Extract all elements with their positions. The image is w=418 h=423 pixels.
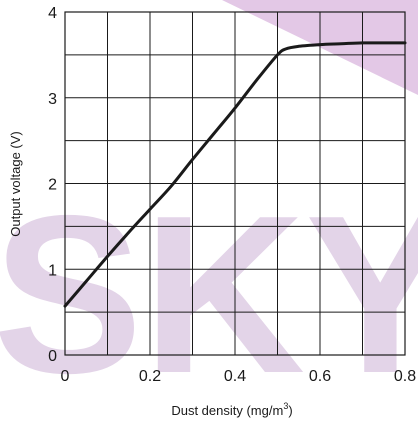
x-tick-label: 0.8 <box>394 368 416 385</box>
x-tick-label: 0.4 <box>224 368 246 385</box>
plot-frame <box>64 11 406 356</box>
y-tick-label: 0 <box>48 348 57 365</box>
x-tick-labels: 0 0.2 0.4 0.6 0.8 <box>61 368 417 385</box>
x-axis-title-main: Dust density (mg/m <box>171 403 283 418</box>
x-tick-label: 0.2 <box>139 368 161 385</box>
x-axis-title: Dust density (mg/m3) <box>171 401 292 418</box>
x-tick-label: 0 <box>61 368 70 385</box>
x-axis-title-suffix: ) <box>288 403 292 418</box>
y-tick-label: 2 <box>48 177 57 194</box>
series-layer <box>63 41 407 308</box>
y-tick-label: 3 <box>48 91 57 108</box>
watermark-text: SKY <box>0 168 418 420</box>
y-tick-labels: 0 1 2 3 4 <box>48 5 57 365</box>
grid <box>65 12 405 355</box>
series-line <box>63 41 407 308</box>
x-axis-title-superscript: 3 <box>283 401 288 411</box>
y-tick-label: 4 <box>48 5 57 22</box>
x-tick-label: 0.6 <box>309 368 331 385</box>
y-axis-title: Output voltage (V) <box>8 131 23 237</box>
y-tick-label: 1 <box>48 262 57 279</box>
